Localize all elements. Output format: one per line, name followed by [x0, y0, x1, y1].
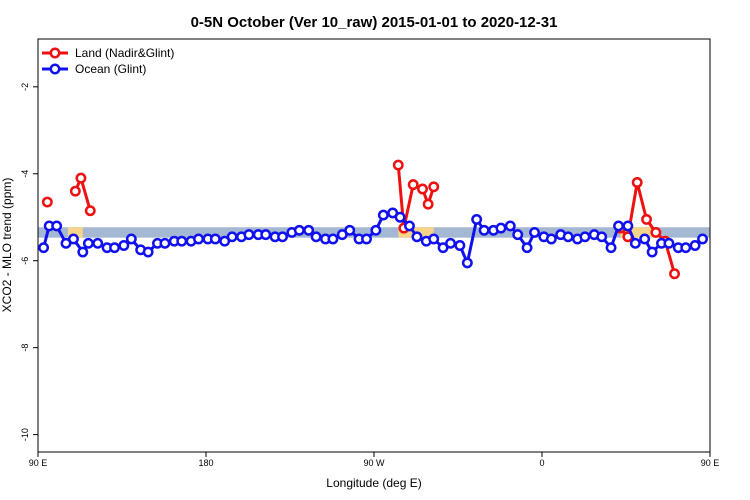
data-point-ocean	[605, 242, 617, 254]
data-point-land	[84, 205, 96, 217]
data-point-ocean	[260, 229, 272, 241]
data-point-land	[422, 198, 434, 210]
data-point-ocean	[344, 224, 356, 236]
data-point-land	[41, 196, 53, 208]
data-point-ocean	[310, 231, 322, 243]
legend: Land (Nadir&Glint) Ocean (Glint)	[42, 46, 174, 76]
data-point-ocean	[471, 213, 483, 225]
x-tick-label: 90 E	[701, 458, 720, 468]
data-point-ocean	[613, 220, 624, 232]
data-point-ocean	[159, 237, 171, 249]
series-ocean	[38, 207, 708, 269]
data-point-land	[417, 183, 428, 195]
data-point-ocean	[142, 246, 154, 258]
data-point-ocean	[521, 242, 533, 254]
data-point-ocean	[629, 237, 641, 249]
data-point-ocean	[596, 231, 608, 243]
data-point-ocean	[51, 220, 63, 232]
legend-land-label: Land (Nadir&Glint)	[75, 46, 174, 60]
data-point-ocean	[118, 240, 130, 251]
data-point-land	[631, 177, 643, 188]
data-point-ocean	[579, 231, 591, 243]
data-point-ocean	[445, 237, 456, 249]
y-tick-label: -10	[20, 428, 30, 441]
data-point-ocean	[209, 233, 221, 245]
y-tick-label: -2	[20, 83, 30, 91]
data-point-ocean	[646, 246, 658, 258]
x-tick-label: 180	[198, 458, 213, 468]
data-point-ocean	[478, 224, 490, 236]
data-point-ocean	[663, 237, 675, 249]
data-point-land	[650, 227, 662, 238]
data-point-ocean	[461, 257, 473, 269]
data-point-ocean	[327, 233, 339, 245]
data-point-ocean	[512, 229, 524, 241]
y-tick-label: -6	[20, 257, 30, 265]
data-point-ocean	[411, 231, 423, 243]
data-point-ocean	[639, 233, 651, 245]
data-point-ocean	[495, 222, 507, 234]
y-axis: -2 -4 -6 -8 -10	[20, 83, 38, 441]
data-point-land	[392, 159, 404, 171]
data-point-ocean	[689, 240, 701, 251]
x-tick-label: 0	[539, 458, 544, 468]
data-point-ocean	[377, 209, 389, 221]
data-point-ocean	[622, 220, 634, 232]
x-tick-label: 90 W	[363, 458, 385, 468]
band-highlight	[67, 227, 83, 238]
data-point-ocean	[428, 233, 440, 245]
data-point-ocean	[545, 233, 557, 245]
series-land	[41, 159, 680, 280]
data-point-ocean	[370, 224, 382, 236]
data-point-ocean	[193, 233, 204, 245]
data-point-ocean	[454, 240, 466, 251]
data-point-land	[641, 213, 652, 225]
series-layer	[38, 159, 708, 280]
data-point-ocean	[697, 233, 708, 245]
legend-land-marker	[49, 47, 61, 59]
legend-ocean-label: Ocean (Glint)	[75, 62, 146, 76]
data-point-ocean	[293, 224, 305, 236]
data-point-ocean	[361, 233, 372, 245]
data-point-ocean	[68, 233, 79, 245]
data-point-ocean	[38, 242, 50, 254]
data-point-land	[407, 179, 419, 191]
data-point-ocean	[504, 220, 516, 232]
data-point-ocean	[176, 235, 188, 247]
data-point-ocean	[125, 233, 137, 245]
data-point-ocean	[394, 211, 406, 223]
y-tick-label: -8	[20, 344, 30, 352]
chart-title: 0-5N October (Ver 10_raw) 2015-01-01 to …	[191, 14, 558, 31]
y-axis-label: XCO2 - MLO trend (ppm)	[0, 178, 14, 313]
data-point-ocean	[562, 231, 574, 243]
x-tick-label: 90 E	[29, 458, 48, 468]
data-point-ocean	[77, 246, 89, 258]
data-point-land	[75, 172, 87, 184]
y-tick-label: -4	[20, 170, 30, 178]
data-point-ocean	[243, 229, 255, 241]
data-point-ocean	[82, 237, 94, 249]
data-point-ocean	[277, 231, 288, 243]
legend-ocean-marker	[49, 63, 61, 75]
data-point-land	[669, 268, 680, 280]
data-point-ocean	[680, 242, 692, 254]
data-point-ocean	[92, 237, 104, 249]
data-point-ocean	[529, 227, 540, 238]
data-point-ocean	[109, 242, 120, 254]
x-axis: 90 E 180 90 W 0 90 E	[29, 452, 720, 468]
x-axis-label: Longitude (deg E)	[326, 476, 421, 490]
data-point-land	[428, 181, 440, 193]
data-point-ocean	[226, 231, 238, 243]
data-point-land	[69, 185, 81, 197]
data-point-ocean	[404, 220, 415, 232]
data-point-ocean	[303, 224, 315, 236]
band-highlight	[620, 227, 654, 238]
